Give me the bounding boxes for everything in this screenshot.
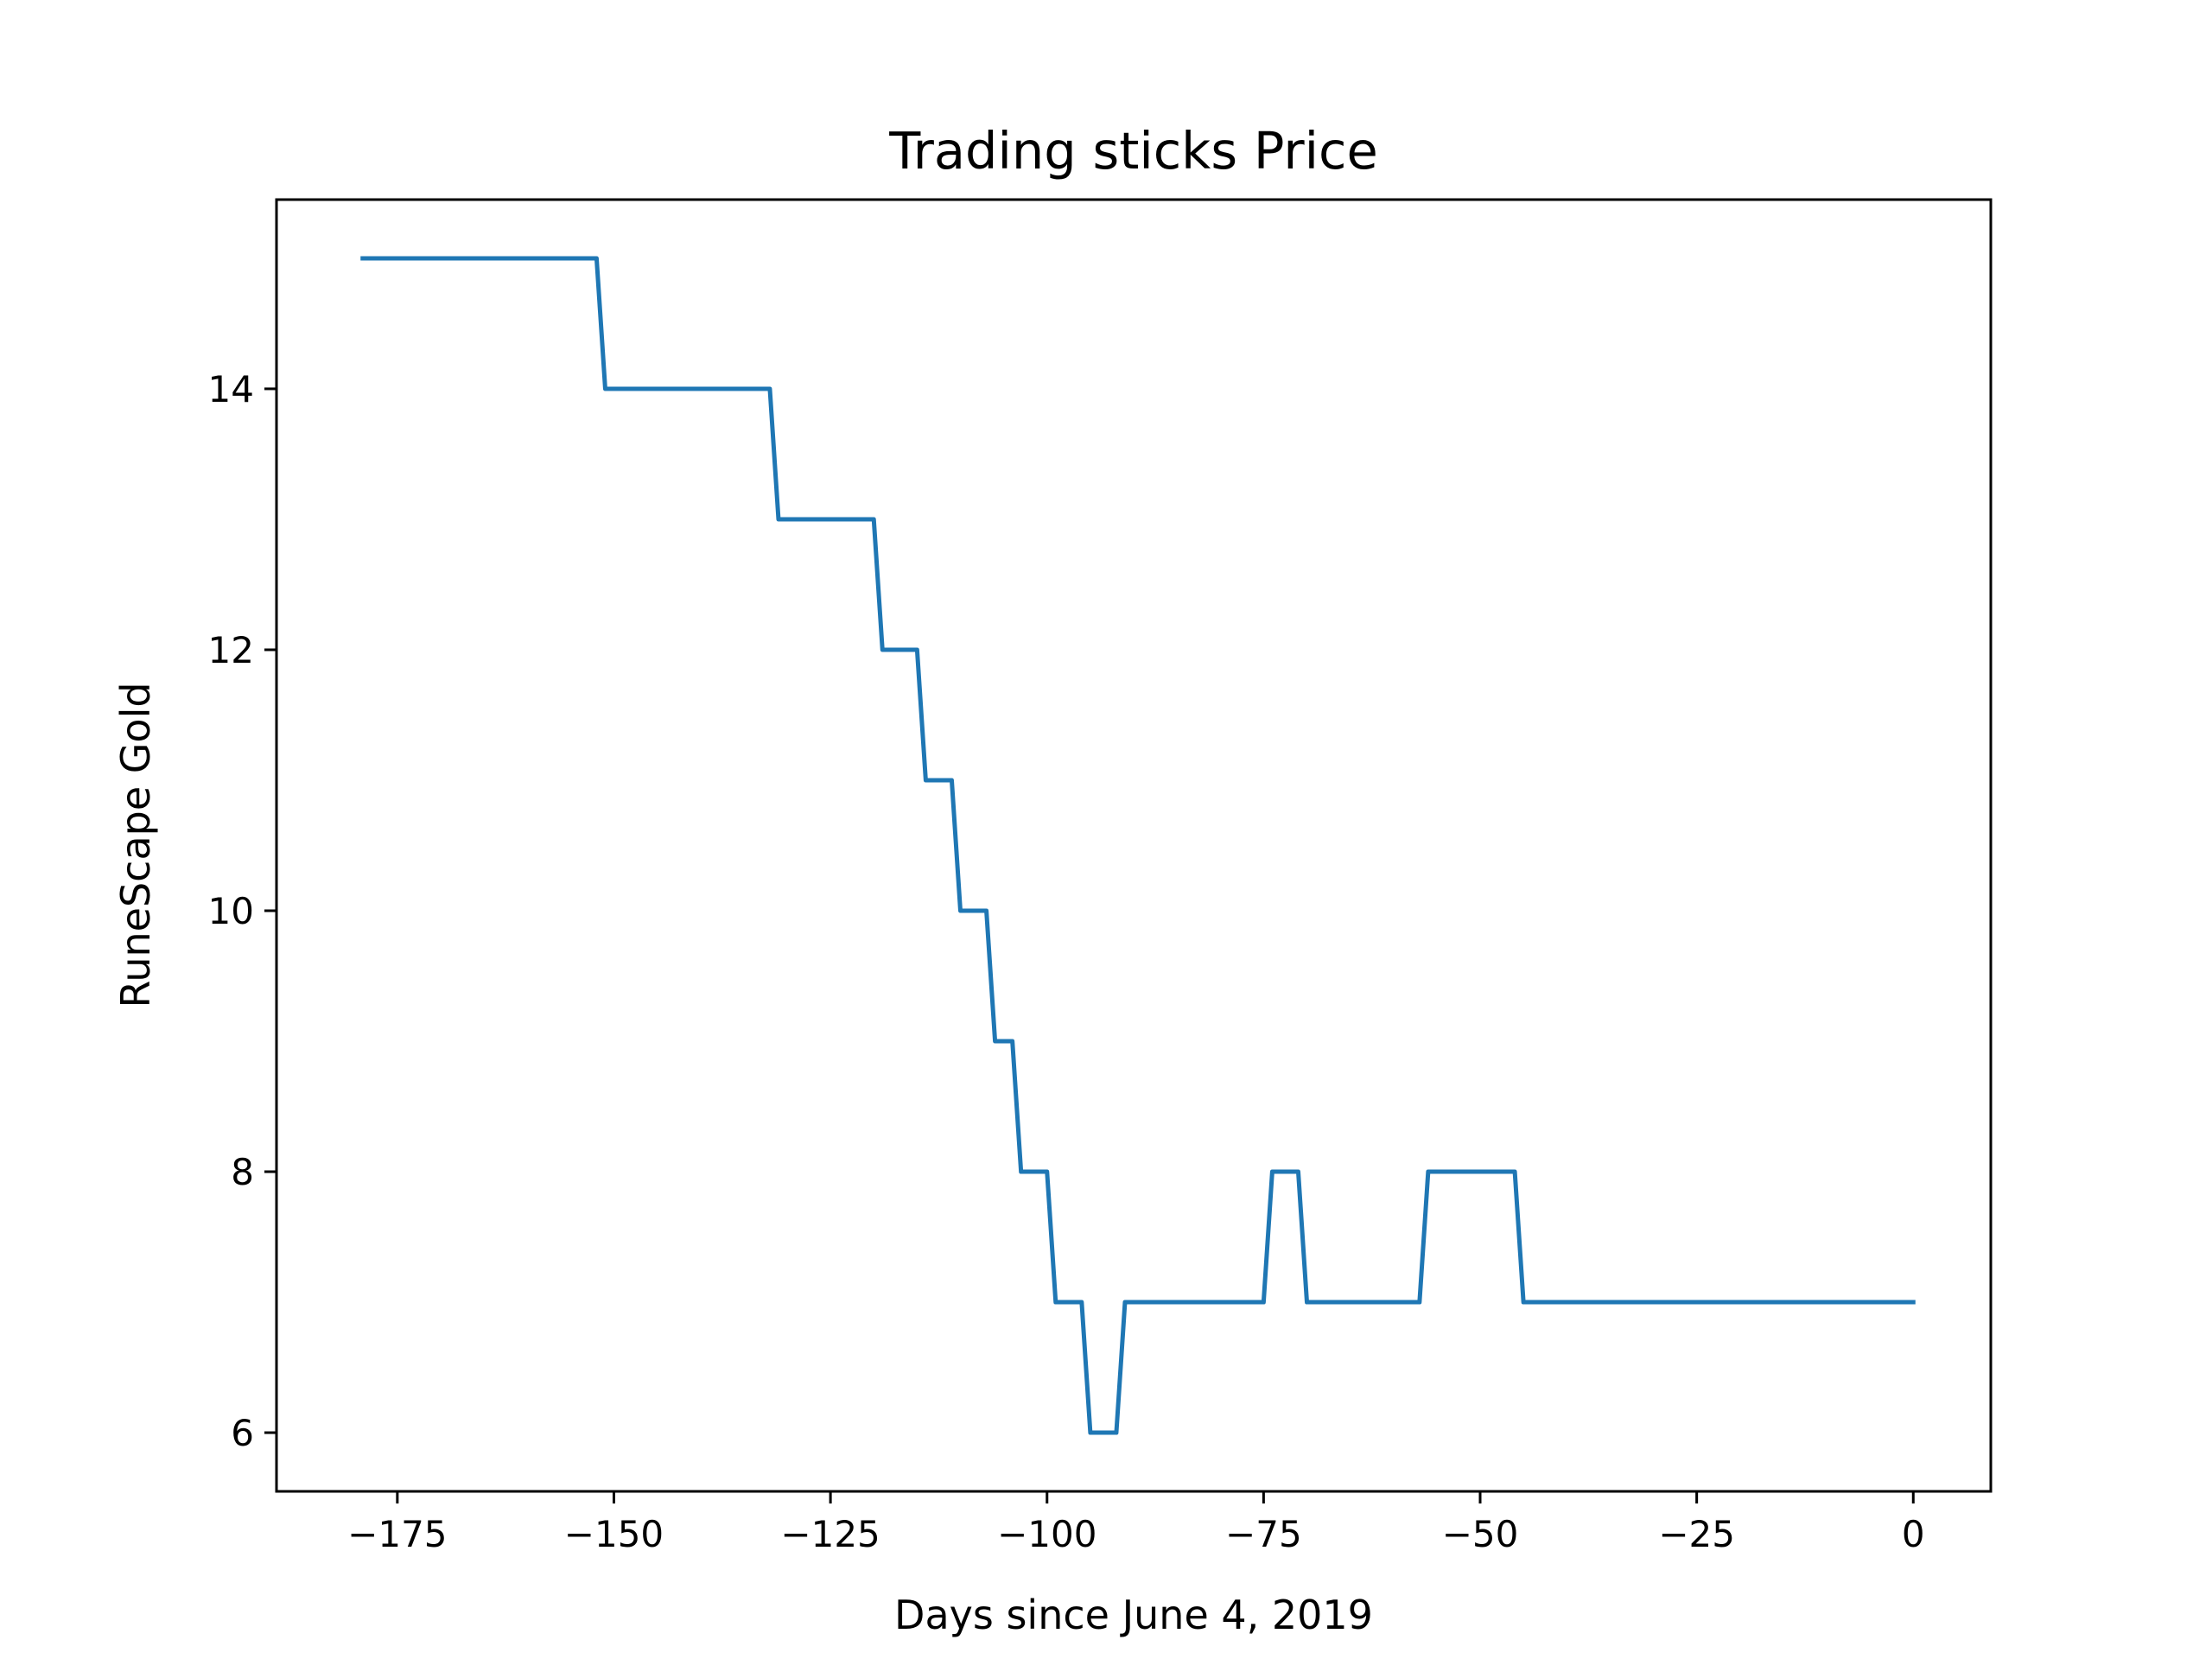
x-tick-label: −50 xyxy=(1442,1513,1519,1555)
y-tick-label: 8 xyxy=(231,1151,254,1193)
x-tick-label: −150 xyxy=(564,1513,664,1555)
plot-area xyxy=(276,200,1991,1491)
x-tick-label: −125 xyxy=(780,1513,880,1555)
x-tick-label: −75 xyxy=(1225,1513,1302,1555)
x-axis-label: Days since June 4, 2019 xyxy=(894,1592,1373,1638)
y-tick-label: 10 xyxy=(208,890,254,932)
y-tick-label: 14 xyxy=(208,368,254,410)
x-tick-label: 0 xyxy=(1902,1513,1925,1555)
y-tick-label: 6 xyxy=(231,1412,254,1454)
y-axis-label: RuneScape Gold xyxy=(112,682,159,1007)
y-tick-label: 12 xyxy=(208,629,254,671)
x-tick-label: −175 xyxy=(347,1513,447,1555)
x-tick-label: −25 xyxy=(1658,1513,1735,1555)
series-line-0 xyxy=(360,256,1916,1435)
axes-frame xyxy=(275,198,1993,1493)
x-axis-ticks: −175 −150 −125 −100 −75 −50 −25 0 xyxy=(347,1491,1925,1555)
x-tick-label: −100 xyxy=(997,1513,1096,1555)
chart-title: Trading sticks Price xyxy=(888,121,1378,181)
y-axis-ticks: 6 8 10 12 14 xyxy=(208,368,276,1454)
series-layer xyxy=(360,256,1916,1435)
